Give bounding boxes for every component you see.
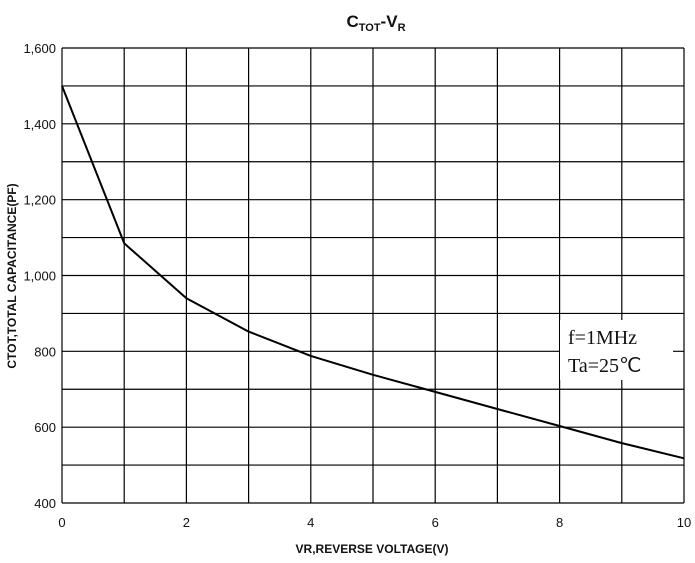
y-tick-label: 1,600 bbox=[23, 41, 56, 56]
grid bbox=[61, 47, 685, 504]
x-tick-label: 2 bbox=[183, 515, 190, 530]
series-line bbox=[61, 85, 685, 460]
x-tick-label: 10 bbox=[677, 515, 691, 530]
chart-title: CTOT-VR bbox=[346, 12, 405, 34]
y-tick-label: 1,000 bbox=[23, 269, 56, 284]
y-tick-label: 1,400 bbox=[23, 117, 56, 132]
series-group bbox=[61, 85, 685, 460]
y-tick-label: 400 bbox=[34, 496, 56, 511]
y-tick-label: 1,200 bbox=[23, 193, 56, 208]
annotation-background bbox=[560, 320, 673, 380]
x-tick-label: 0 bbox=[58, 515, 65, 530]
y-axis-label: CTOT,TOTAL CAPACITANCE(PF) bbox=[5, 183, 19, 368]
x-axis-label: VR,REVERSE VOLTAGE(V) bbox=[296, 542, 449, 556]
annotation-frequency: f=1MHz bbox=[568, 327, 637, 349]
y-tick-label: 600 bbox=[34, 420, 56, 435]
annotation-temperature: Ta=25℃ bbox=[568, 355, 641, 377]
y-tick-label: 800 bbox=[34, 344, 56, 359]
y-tick-labels: 400 600 800 1,000 1,200 1,400 1,600 bbox=[23, 41, 56, 511]
x-tick-label: 6 bbox=[432, 515, 439, 530]
x-tick-label: 8 bbox=[556, 515, 563, 530]
x-tick-labels: 0 2 4 6 8 10 bbox=[58, 515, 691, 530]
x-tick-label: 4 bbox=[307, 515, 314, 530]
